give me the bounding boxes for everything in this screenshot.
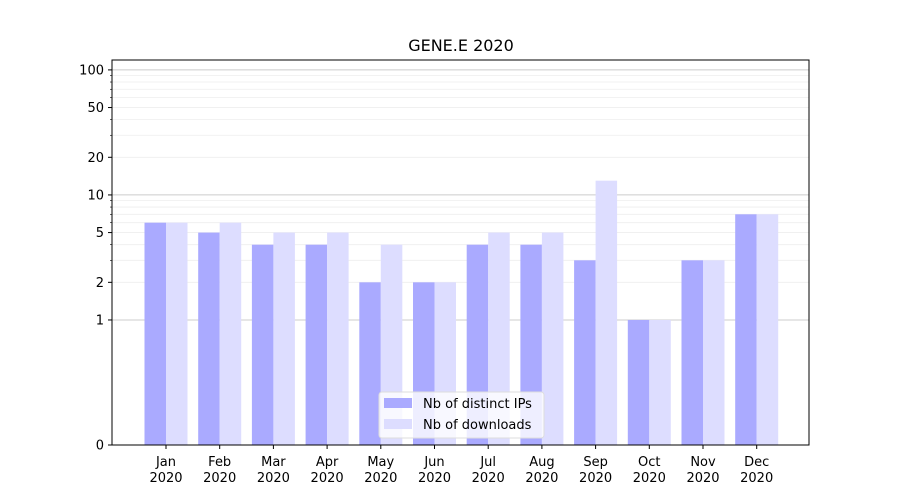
y-tick-label: 5 <box>96 226 104 241</box>
legend-label: Nb of downloads <box>423 418 532 433</box>
bar-distinct-ips <box>574 260 596 445</box>
x-tick-label-month: Apr <box>316 455 339 470</box>
x-tick-label-year: 2020 <box>472 471 505 486</box>
legend-swatch <box>384 398 412 408</box>
x-tick-label-month: Nov <box>690 455 716 470</box>
bar-downloads <box>219 222 242 445</box>
bar-downloads <box>273 232 295 445</box>
y-tick-label: 1 <box>96 313 104 328</box>
x-tick-label-year: 2020 <box>525 471 558 486</box>
y-tick-label: 0 <box>96 439 104 454</box>
y-tick-label: 20 <box>87 151 104 166</box>
y-tick-label: 10 <box>87 188 104 203</box>
legend-box <box>378 391 545 439</box>
bar-distinct-ips <box>735 214 757 445</box>
x-tick-label-month: Mar <box>261 455 286 470</box>
bar-downloads <box>595 180 618 445</box>
x-axis: Jan2020Feb2020Mar2020Apr2020May2020Jun20… <box>149 445 773 486</box>
x-tick-label-year: 2020 <box>257 471 290 486</box>
x-tick-label-month: Aug <box>529 455 554 470</box>
bar-distinct-ips <box>681 260 703 445</box>
x-tick-label-month: May <box>367 455 394 470</box>
x-tick-label-year: 2020 <box>364 471 397 486</box>
x-tick-label-month: Jan <box>155 455 176 470</box>
bar-distinct-ips <box>251 244 274 445</box>
y-axis: 0 1 2 5 10 20 50 100 <box>79 63 112 454</box>
bar-distinct-ips <box>359 282 381 445</box>
x-tick-label-year: 2020 <box>633 471 666 486</box>
bar-distinct-ips <box>627 319 650 445</box>
x-tick-label-year: 2020 <box>579 471 612 486</box>
chart-title: GENE.E 2020 <box>408 36 514 55</box>
y-tick-label: 50 <box>87 101 104 116</box>
x-tick-label-month: Jul <box>479 455 496 470</box>
bar-downloads <box>166 222 188 445</box>
plot-frame <box>111 59 810 446</box>
legend: Nb of distinct IPs Nb of downloads <box>378 391 545 439</box>
x-tick-label-year: 2020 <box>311 471 344 486</box>
y-tick-label: 2 <box>96 276 104 291</box>
x-tick-label-year: 2020 <box>149 471 182 486</box>
x-tick-label-month: Dec <box>744 455 769 470</box>
x-tick-label-year: 2020 <box>203 471 236 486</box>
legend-swatch <box>384 419 412 429</box>
bar-downloads <box>541 232 564 445</box>
bar-downloads <box>756 214 779 445</box>
x-tick-label-month: Jun <box>423 455 444 470</box>
bar-distinct-ips <box>144 222 166 445</box>
bar-downloads <box>703 260 725 445</box>
legend-label: Nb of distinct IPs <box>423 397 532 412</box>
y-tick-label: 100 <box>79 63 104 78</box>
bar-downloads <box>649 319 671 445</box>
bar-downloads <box>327 232 349 445</box>
bar-distinct-ips <box>305 244 328 445</box>
x-tick-label-year: 2020 <box>686 471 719 486</box>
x-tick-label-month: Feb <box>208 455 231 470</box>
x-tick-label-year: 2020 <box>740 471 773 486</box>
x-tick-label-year: 2020 <box>418 471 451 486</box>
x-tick-label-month: Oct <box>638 455 660 470</box>
bar-distinct-ips <box>198 232 220 445</box>
x-tick-label-month: Sep <box>583 455 608 470</box>
